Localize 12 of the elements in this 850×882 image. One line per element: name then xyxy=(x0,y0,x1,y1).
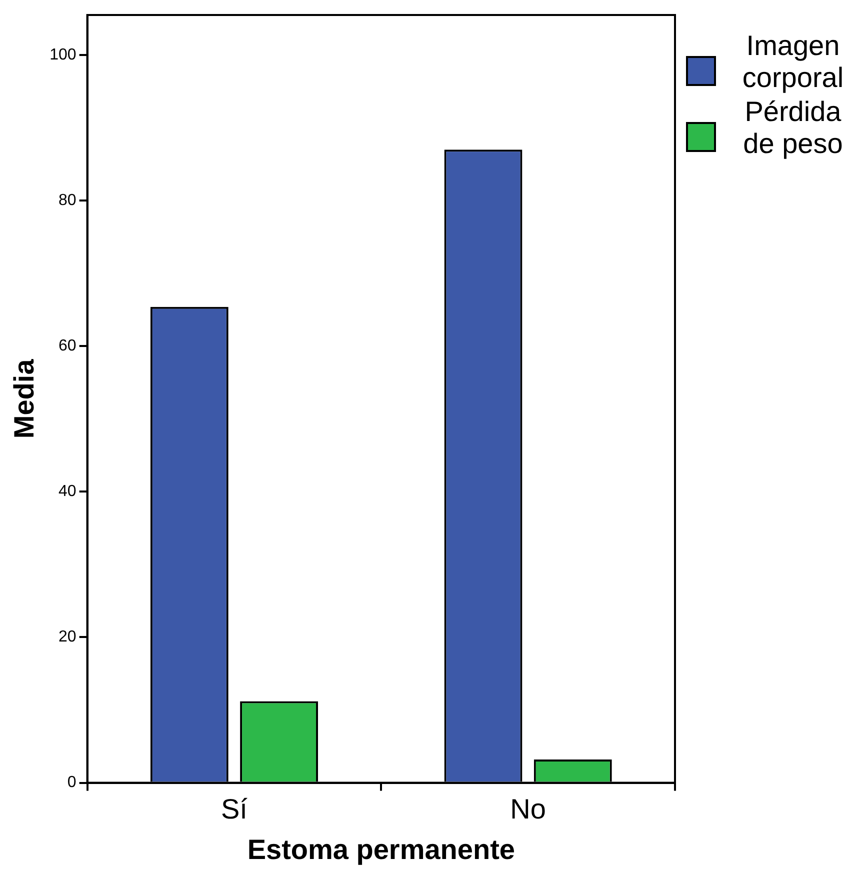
legend-label: Imagen corporal xyxy=(741,30,845,94)
x-tick-label: No xyxy=(510,793,546,824)
y-tick-label: 60 xyxy=(58,338,76,355)
y-tick-label: 100 xyxy=(50,46,76,64)
y-tick-label: 80 xyxy=(58,192,76,209)
y-tick-label: 0 xyxy=(67,774,76,792)
x-tick-label: Sí xyxy=(220,793,248,824)
y-tick-label: 20 xyxy=(58,628,76,646)
y-axis-title: Media xyxy=(8,358,40,439)
y-tick-label: 40 xyxy=(58,483,76,500)
legend-label: Pérdida de peso xyxy=(742,96,844,160)
x-axis-title: Estoma permanente xyxy=(247,834,515,865)
